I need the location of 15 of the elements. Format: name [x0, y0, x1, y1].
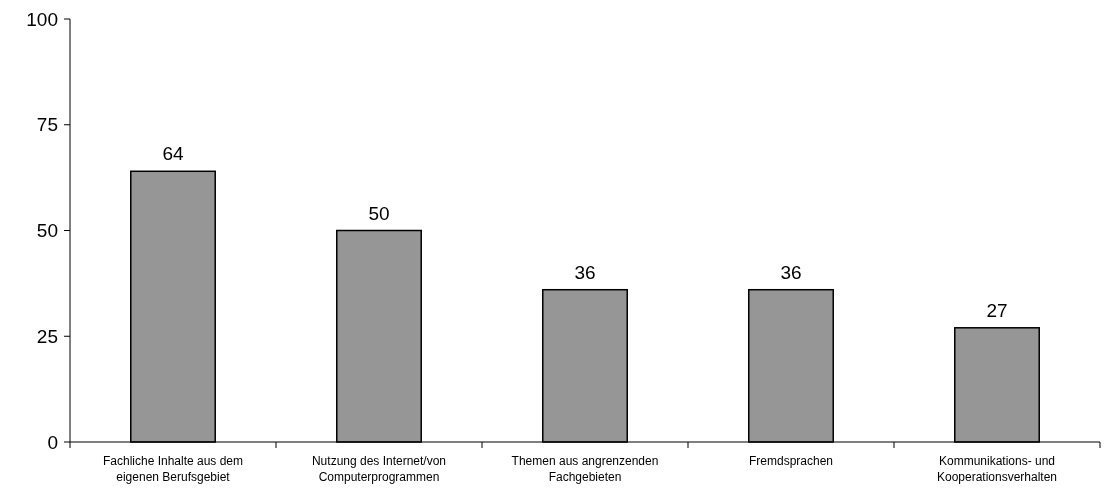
y-tick-label: 75 — [36, 114, 58, 136]
x-tick-label: Fachliche Inhalte aus dem eigenen Berufsgebiet — [102, 454, 244, 484]
x-tick-label: Nutzung des Internet/von Computerprogrammen — [311, 454, 447, 484]
x-tick-label: Themen aus angrenzenden Fachgebieten — [511, 454, 659, 484]
y-tick-label: 0 — [47, 431, 58, 453]
x-tick-label: Fremdsprachen — [748, 454, 834, 468]
data-label: 64 — [162, 143, 184, 165]
data-label: 36 — [574, 261, 596, 283]
data-label: 36 — [780, 261, 802, 283]
data-label: 27 — [986, 299, 1008, 321]
y-tick-label: 25 — [36, 325, 58, 347]
y-tick-label: 50 — [36, 220, 58, 242]
x-tick-label: Kommunikations- und Kooperationsverhalten — [936, 454, 1058, 484]
data-label: 50 — [368, 202, 390, 224]
y-tick-label: 100 — [26, 8, 58, 30]
